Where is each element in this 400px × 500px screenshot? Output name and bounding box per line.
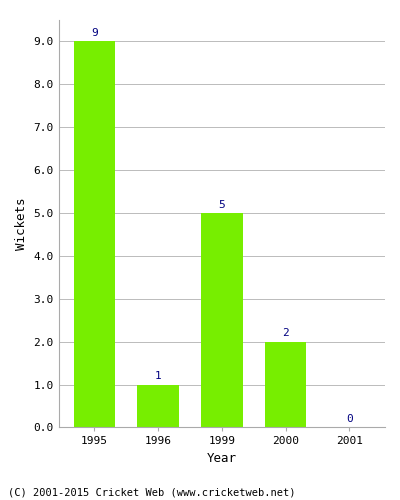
Text: (C) 2001-2015 Cricket Web (www.cricketweb.net): (C) 2001-2015 Cricket Web (www.cricketwe…	[8, 488, 296, 498]
Bar	[201, 213, 242, 428]
Bar	[265, 342, 306, 428]
Text: 2: 2	[282, 328, 289, 338]
Text: 1: 1	[155, 371, 162, 381]
Bar	[74, 42, 115, 428]
Y-axis label: Wickets: Wickets	[15, 198, 28, 250]
Text: 5: 5	[218, 200, 225, 209]
Text: 9: 9	[91, 28, 98, 38]
Bar	[137, 384, 179, 428]
Text: 0: 0	[346, 414, 353, 424]
X-axis label: Year: Year	[207, 452, 237, 465]
